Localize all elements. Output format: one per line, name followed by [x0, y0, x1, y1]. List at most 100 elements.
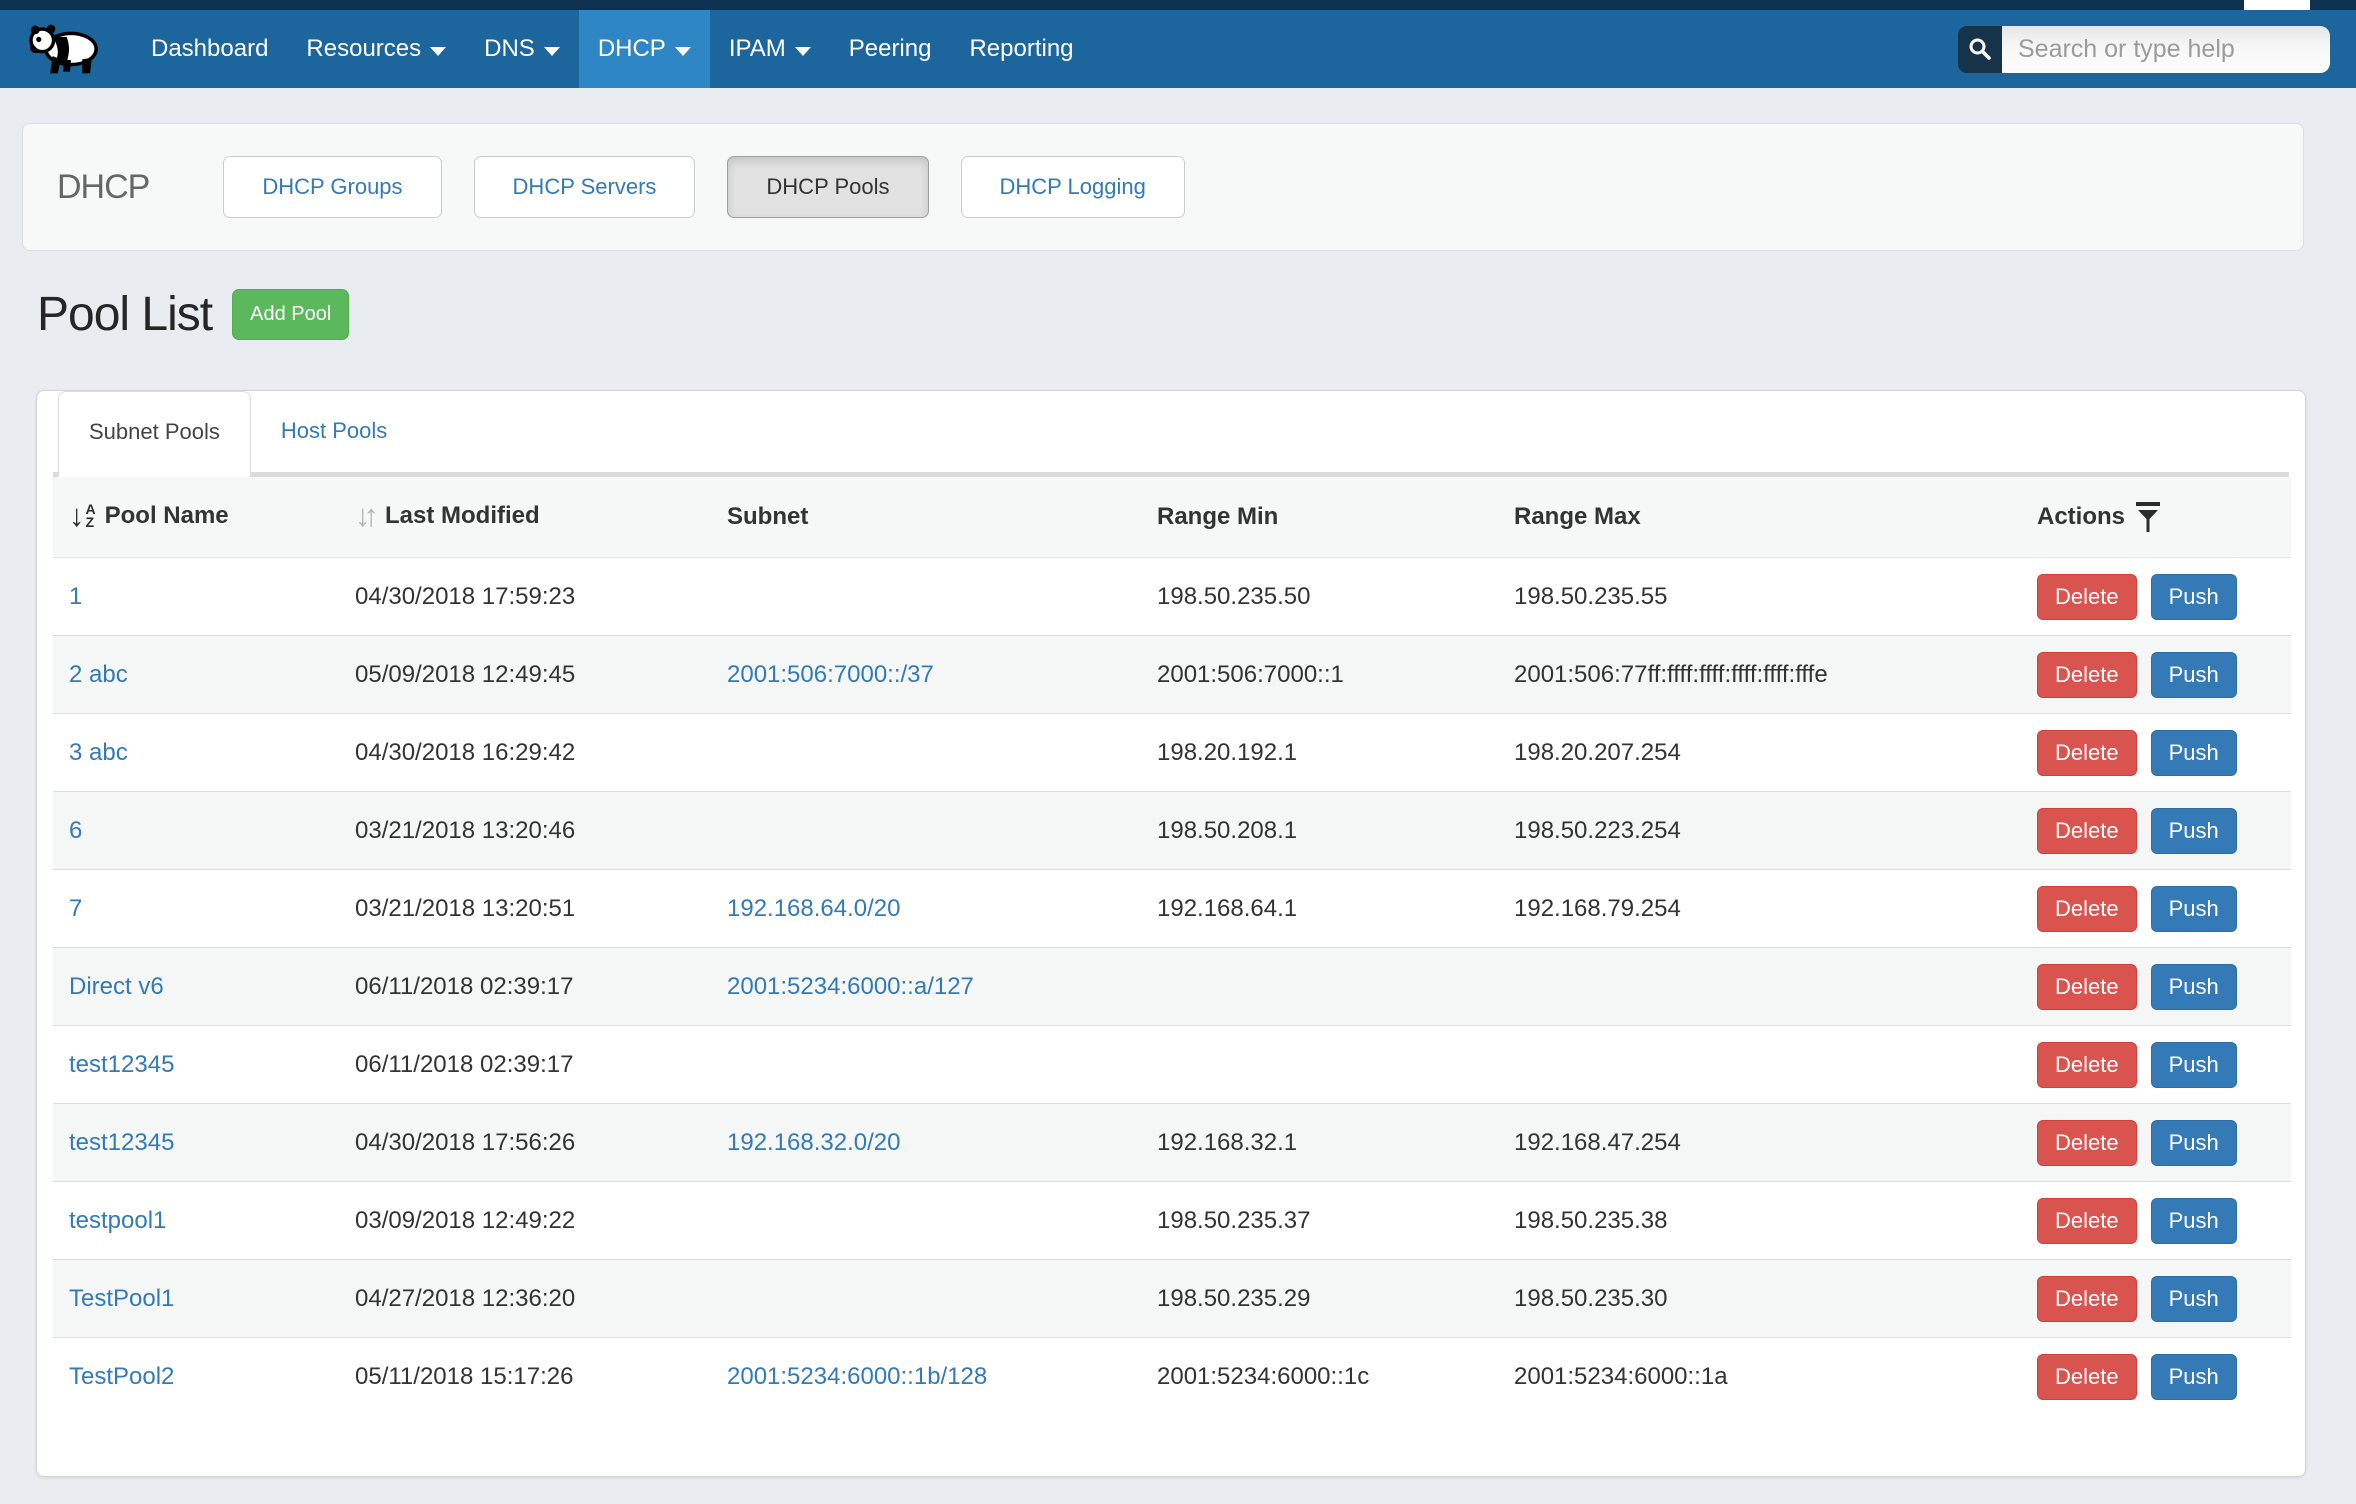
delete-button[interactable]: Delete [2037, 886, 2137, 932]
range-min-cell: 198.50.235.37 [1141, 1182, 1498, 1260]
search-icon [1967, 36, 1993, 62]
subnet-link[interactable]: 2001:506:7000::/37 [727, 661, 934, 688]
section-button-dhcp-groups[interactable]: DHCP Groups [223, 156, 441, 218]
column-header-subnet: Subnet [711, 477, 1141, 558]
section-button-dhcp-pools[interactable]: DHCP Pools [727, 156, 928, 218]
delete-button[interactable]: Delete [2037, 1120, 2137, 1166]
delete-button[interactable]: Delete [2037, 1042, 2137, 1088]
push-button[interactable]: Push [2151, 1354, 2237, 1400]
nav-item-label: Reporting [969, 35, 1073, 63]
add-pool-button[interactable]: Add Pool [232, 289, 349, 340]
filter-icon[interactable] [2136, 502, 2160, 533]
range-max-cell: 2001:506:77ff:ffff:ffff:ffff:ffff:fffe [1498, 636, 2021, 714]
nav-item-reporting[interactable]: Reporting [950, 10, 1092, 88]
last-modified-cell: 05/11/2018 15:17:26 [339, 1338, 711, 1416]
pool-name-link[interactable]: 2 abc [69, 661, 128, 688]
table-row: TestPool2 05/11/2018 15:17:26 2001:5234:… [53, 1338, 2291, 1416]
column-header-last-modified[interactable]: ↓↑ Last Modified [339, 477, 711, 558]
pool-name-link[interactable]: TestPool2 [69, 1363, 174, 1390]
delete-button[interactable]: Delete [2037, 652, 2137, 698]
pool-list-card: Subnet PoolsHost Pools ↓AZPool Name ↓↑ Las… [36, 390, 2306, 1477]
column-label: Last Modified [385, 502, 540, 530]
pool-name-link[interactable]: 3 abc [69, 739, 128, 766]
panda-logo-icon [24, 17, 104, 81]
section-button-dhcp-servers[interactable]: DHCP Servers [474, 156, 696, 218]
nav-item-dhcp[interactable]: DHCP [579, 10, 710, 88]
pool-name-link[interactable]: test12345 [69, 1129, 174, 1156]
nav-item-label: Dashboard [151, 35, 268, 63]
section-button-dhcp-logging[interactable]: DHCP Logging [961, 156, 1185, 218]
delete-button[interactable]: Delete [2037, 1276, 2137, 1322]
table-row: testpool1 03/09/2018 12:49:22 198.50.235… [53, 1182, 2291, 1260]
last-modified-cell: 03/09/2018 12:49:22 [339, 1182, 711, 1260]
tab-subnet-pools[interactable]: Subnet Pools [58, 391, 251, 477]
search-input[interactable] [2002, 26, 2330, 73]
row-actions: Delete Push [2037, 1042, 2275, 1088]
column-header-pool-name[interactable]: ↓AZPool Name [53, 477, 339, 558]
nav-item-label: DHCP [598, 35, 666, 63]
range-min-cell: 192.168.64.1 [1141, 870, 1498, 948]
subnet-link[interactable]: 192.168.64.0/20 [727, 895, 901, 922]
nav-item-label: DNS [484, 35, 535, 63]
nav-item-dns[interactable]: DNS [465, 10, 579, 88]
push-button[interactable]: Push [2151, 652, 2237, 698]
delete-button[interactable]: Delete [2037, 730, 2137, 776]
pool-name-link[interactable]: TestPool1 [69, 1285, 174, 1312]
last-modified-cell: 04/30/2018 17:59:23 [339, 558, 711, 636]
nav-item-label: IPAM [729, 35, 786, 63]
nav-item-resources[interactable]: Resources [287, 10, 465, 88]
subnet-link[interactable]: 192.168.32.0/20 [727, 1129, 901, 1156]
push-button[interactable]: Push [2151, 886, 2237, 932]
push-button[interactable]: Push [2151, 1276, 2237, 1322]
push-button[interactable]: Push [2151, 964, 2237, 1010]
last-modified-cell: 04/27/2018 12:36:20 [339, 1260, 711, 1338]
column-header-range-max: Range Max [1498, 477, 2021, 558]
sort-updown-icon: ↓↑ [355, 501, 372, 531]
table-row: test12345 06/11/2018 02:39:17 Delete Pus… [53, 1026, 2291, 1104]
app-logo[interactable] [24, 10, 104, 88]
delete-button[interactable]: Delete [2037, 964, 2137, 1010]
delete-button[interactable]: Delete [2037, 1198, 2137, 1244]
chevron-down-icon [544, 47, 560, 56]
row-actions: Delete Push [2037, 1354, 2275, 1400]
delete-button[interactable]: Delete [2037, 808, 2137, 854]
chevron-down-icon [675, 47, 691, 56]
subnet-link[interactable]: 2001:5234:6000::a/127 [727, 973, 974, 1000]
push-button[interactable]: Push [2151, 808, 2237, 854]
last-modified-cell: 06/11/2018 02:39:17 [339, 1026, 711, 1104]
nav-item-ipam[interactable]: IPAM [710, 10, 830, 88]
pool-name-link[interactable]: 6 [69, 817, 82, 844]
subnet-link[interactable]: 2001:5234:6000::1b/128 [727, 1363, 987, 1390]
column-label: Range Max [1514, 503, 1641, 531]
range-min-cell: 198.50.235.50 [1141, 558, 1498, 636]
pool-name-link[interactable]: testpool1 [69, 1207, 166, 1234]
delete-button[interactable]: Delete [2037, 1354, 2137, 1400]
nav-item-label: Resources [306, 35, 421, 63]
search-button[interactable] [1958, 26, 2002, 73]
last-modified-cell: 05/09/2018 12:49:45 [339, 636, 711, 714]
range-max-cell: 198.20.207.254 [1498, 714, 2021, 792]
push-button[interactable]: Push [2151, 1198, 2237, 1244]
table-row: Direct v6 06/11/2018 02:39:17 2001:5234:… [53, 948, 2291, 1026]
row-actions: Delete Push [2037, 1276, 2275, 1322]
push-button[interactable]: Push [2151, 1120, 2237, 1166]
table-row: 7 03/21/2018 13:20:51 192.168.64.0/20 19… [53, 870, 2291, 948]
pool-name-link[interactable]: Direct v6 [69, 973, 164, 1000]
push-button[interactable]: Push [2151, 730, 2237, 776]
pool-name-link[interactable]: 1 [69, 583, 82, 610]
pool-name-link[interactable]: 7 [69, 895, 82, 922]
push-button[interactable]: Push [2151, 574, 2237, 620]
range-max-cell: 192.168.79.254 [1498, 870, 2021, 948]
global-search [1958, 26, 2330, 73]
row-actions: Delete Push [2037, 652, 2275, 698]
table-row: 3 abc 04/30/2018 16:29:42 198.20.192.1 1… [53, 714, 2291, 792]
column-header-actions: Actions [2021, 477, 2291, 558]
delete-button[interactable]: Delete [2037, 574, 2137, 620]
column-label: Pool Name [105, 502, 229, 530]
tab-host-pools[interactable]: Host Pools [251, 391, 417, 472]
pool-name-link[interactable]: test12345 [69, 1051, 174, 1078]
push-button[interactable]: Push [2151, 1042, 2237, 1088]
nav-item-dashboard[interactable]: Dashboard [132, 10, 287, 88]
range-min-cell: 2001:506:7000::1 [1141, 636, 1498, 714]
nav-item-peering[interactable]: Peering [830, 10, 951, 88]
